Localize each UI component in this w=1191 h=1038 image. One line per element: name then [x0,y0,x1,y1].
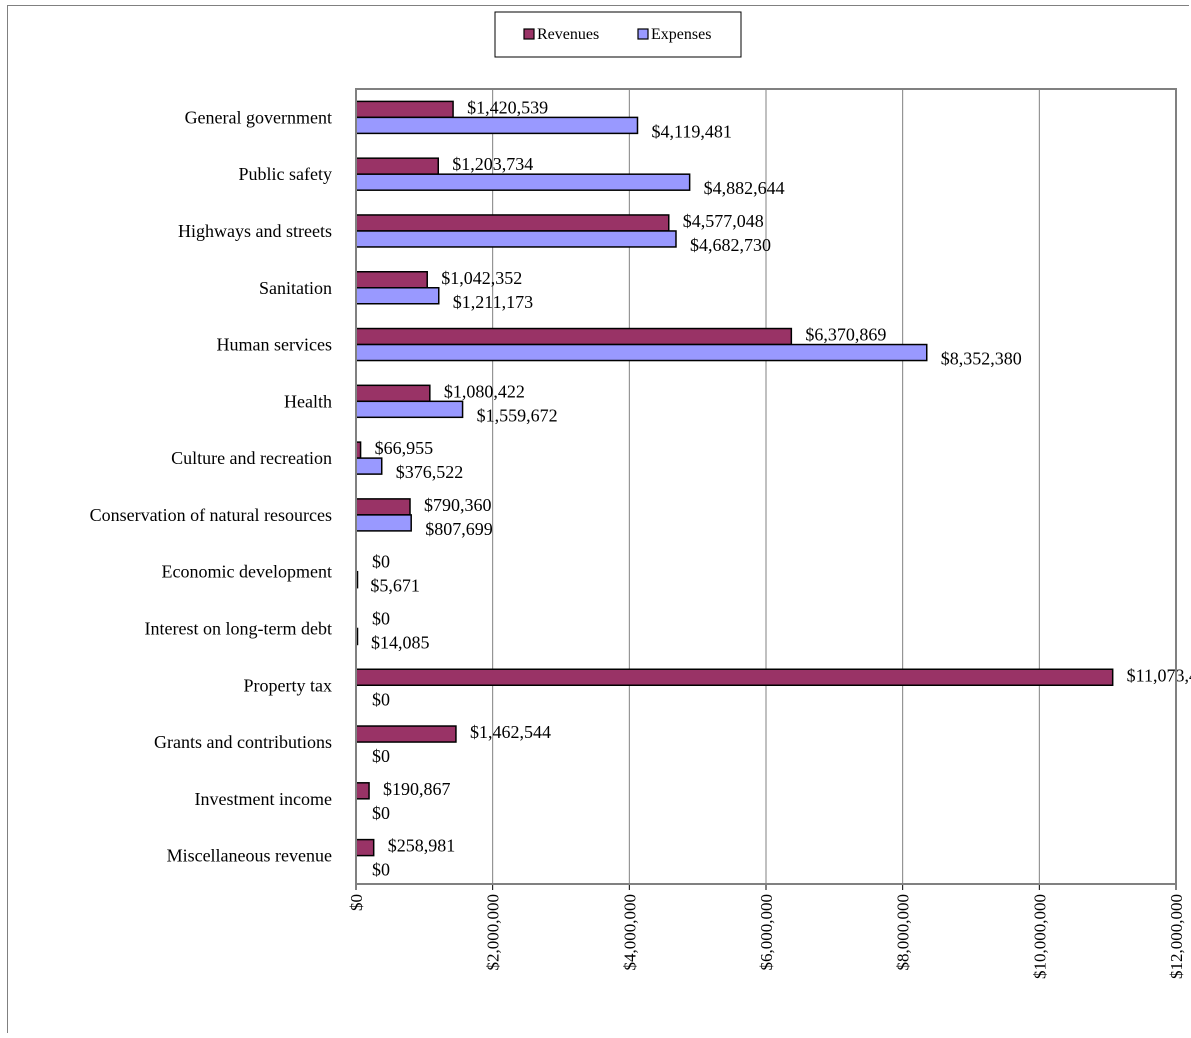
data-label-expenses: $14,085 [371,632,430,652]
bar-expenses [355,514,412,532]
data-label-revenues: $1,042,352 [441,268,522,288]
bar-expenses [355,287,440,305]
category-label: Interest on long-term debt [145,618,332,638]
legend: Revenues Expenses [494,11,742,58]
x-tick-label: $6,000,000 [757,894,776,971]
data-label-expenses: $0 [372,746,390,766]
data-label-revenues: $0 [372,552,390,572]
data-label-revenues: $6,370,869 [805,325,886,345]
bars [355,100,1114,857]
data-label-revenues: $11,073,417 [1127,665,1191,685]
x-tick-label: $4,000,000 [620,894,639,971]
data-label-revenues: $1,420,539 [467,97,548,117]
x-tick-label: $10,000,000 [1030,894,1049,979]
bar-revenues [355,327,793,346]
legend-box [494,11,742,58]
data-label-revenues: $190,867 [383,779,451,799]
bar-revenues [355,725,457,743]
category-label: Public safety [239,164,332,184]
chart-frame [7,5,1189,1033]
legend-swatch-expenses [637,28,649,40]
bar-revenues [355,100,454,119]
bar-expenses [355,230,677,248]
data-label-expenses: $4,882,644 [704,178,785,198]
data-label-revenues: $1,203,734 [452,154,533,174]
bar-revenues [355,384,431,403]
bar-revenues [355,838,375,857]
category-label: Sanitation [259,278,332,298]
legend-label-expenses: Expenses [651,26,711,43]
data-label-expenses: $807,699 [425,519,493,539]
category-label: Human services [217,335,332,355]
data-label-expenses: $376,522 [396,462,464,482]
data-label-expenses: $0 [372,689,390,709]
x-axis-ticks: $0 $2,000,000 $4,000,000 $6,000,000 $8,000,0… [347,884,1186,979]
data-labels: $1,420,539 $4,119,481 $1,203,734 $4,882,644… [370,97,1191,879]
category-label: Economic development [162,562,332,582]
category-label: Miscellaneous revenue [167,846,332,866]
plot-border [355,88,1177,885]
data-label-revenues: $4,577,048 [683,211,764,231]
category-labels: General government Public safety Highways … [90,107,332,865]
data-label-expenses: $4,682,730 [690,235,771,255]
data-label-expenses: $1,559,672 [477,405,558,425]
bar-revenues [355,498,411,516]
category-label: Conservation of natural resources [90,505,332,525]
bar-revenues [355,271,428,289]
bar-expenses [355,457,383,475]
x-tick-label: $2,000,000 [484,894,503,971]
x-tick-label: $8,000,000 [894,894,913,971]
legend-swatch-revenues [523,28,535,40]
data-label-expenses: $1,211,173 [453,292,533,312]
data-label-expenses: $0 [372,860,390,880]
category-label: Grants and contributions [154,732,332,752]
category-label: Investment income [195,789,332,809]
bar-revenues [355,668,1114,686]
category-label: Culture and recreation [171,448,332,468]
bar-expenses [355,400,464,419]
bar-revenues [355,214,670,232]
data-label-expenses: $4,119,481 [651,121,731,141]
x-tick-label: $12,000,000 [1167,894,1186,979]
data-label-revenues: $258,981 [388,836,456,856]
bar-revenues [355,782,370,800]
category-label: Highways and streets [178,221,332,241]
data-label-revenues: $790,360 [424,495,492,515]
legend-label-revenues: Revenues [537,26,599,43]
data-label-revenues: $0 [372,608,390,628]
category-label: General government [185,107,332,127]
bar-expenses [355,116,639,135]
category-label: Health [284,391,332,411]
x-tick-label: $0 [347,894,366,911]
data-label-expenses: $5,671 [370,576,420,596]
data-label-expenses: $0 [372,803,390,823]
data-label-revenues: $1,080,422 [444,381,525,401]
bar-expenses [355,343,928,362]
data-label-revenues: $66,955 [375,438,434,458]
data-label-revenues: $1,462,544 [470,722,551,742]
bar-revenues [355,157,440,175]
bar-expenses [355,173,691,191]
data-label-expenses: $8,352,380 [941,349,1022,369]
category-label: Property tax [244,675,332,695]
